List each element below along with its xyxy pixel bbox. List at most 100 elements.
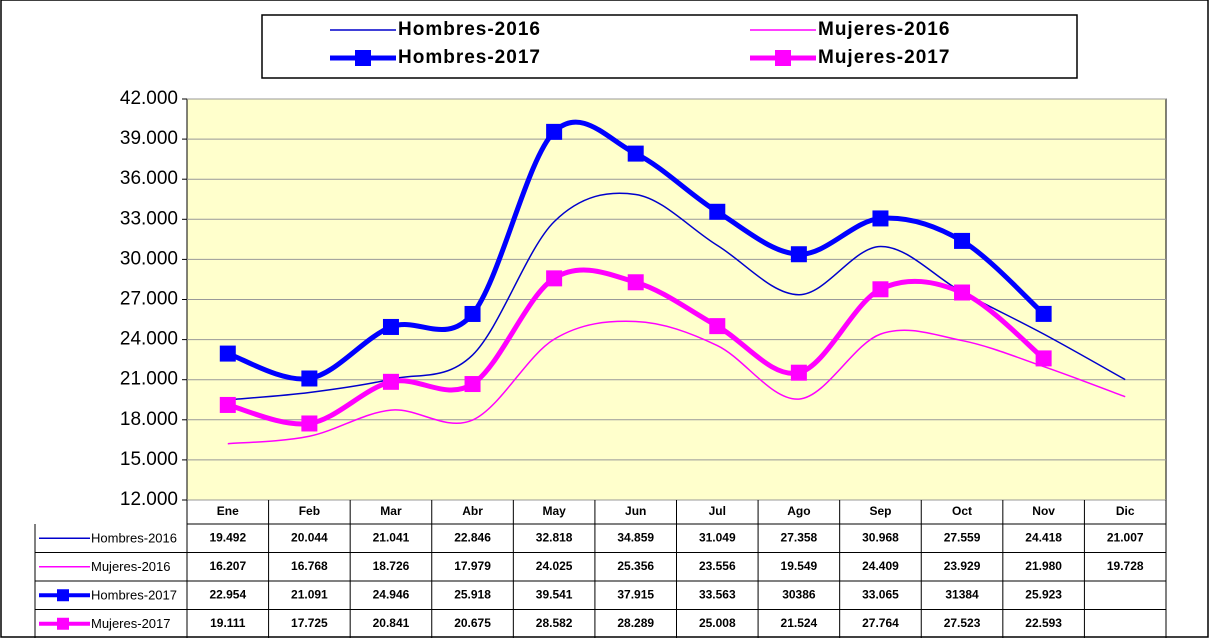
marker — [709, 318, 726, 335]
table-value: 33.065 — [862, 587, 899, 601]
x-tick-label: Dic — [1116, 504, 1135, 518]
table-value: 16.207 — [209, 559, 246, 573]
table-series-label: Hombres-2017 — [91, 588, 177, 603]
table-value: 24.418 — [1025, 530, 1062, 544]
table-value: 27.523 — [944, 616, 981, 630]
marker — [872, 210, 889, 227]
marker — [301, 370, 318, 387]
table-value: 32.818 — [536, 530, 573, 544]
table-value: 17.979 — [454, 559, 491, 573]
legend-label: Hombres-2016 — [398, 19, 541, 40]
table-value: 19.111 — [210, 616, 246, 630]
x-tick-label: Oct — [952, 504, 972, 518]
marker — [464, 305, 481, 322]
legend-label: Mujeres-2016 — [818, 19, 950, 40]
table-value: 25.008 — [699, 616, 736, 630]
marker — [546, 270, 563, 287]
marker — [219, 345, 236, 362]
table-value: 18.726 — [373, 559, 410, 573]
marker — [790, 246, 807, 263]
table-value: 20.841 — [373, 616, 410, 630]
table-value: 30386 — [782, 587, 816, 601]
x-tick-label: Ene — [217, 504, 239, 518]
table-value: 27.559 — [944, 530, 981, 544]
x-tick-label: Abr — [462, 504, 483, 518]
table-value: 24.409 — [862, 559, 899, 573]
table-value: 19.549 — [781, 559, 818, 573]
table-value: 22.954 — [209, 587, 246, 601]
x-tick-label: Mar — [380, 504, 402, 518]
series-line — [226, 119, 1046, 382]
table-value: 19.492 — [209, 530, 246, 544]
table-value: 21.041 — [373, 530, 410, 544]
table-value: 21.007 — [1107, 530, 1144, 544]
table-value: 25.356 — [617, 559, 654, 573]
table-value: 21.524 — [781, 616, 818, 630]
table-value: 28.289 — [617, 616, 654, 630]
table-value: 33.563 — [699, 587, 736, 601]
table-value: 22.846 — [454, 530, 491, 544]
marker — [1035, 350, 1052, 367]
legend-marker — [775, 50, 791, 66]
marker — [301, 415, 318, 432]
table-value: 31.049 — [699, 530, 736, 544]
legend-label: Hombres-2017 — [398, 47, 541, 68]
marker — [790, 364, 807, 381]
marker — [954, 284, 971, 301]
table-value: 30.968 — [862, 530, 899, 544]
marker — [219, 396, 236, 413]
marker — [627, 274, 644, 291]
y-tick-label: 24.000 — [120, 329, 178, 350]
table-value: 20.044 — [291, 530, 328, 544]
table-value: 22.593 — [1025, 616, 1062, 630]
table-value: 25.918 — [454, 587, 491, 601]
marker — [382, 318, 399, 335]
table-series-label: Mujeres-2016 — [91, 559, 171, 574]
y-tick-label: 12.000 — [120, 489, 178, 510]
table-value: 25.923 — [1025, 587, 1062, 601]
x-tick-label: Ago — [787, 504, 810, 518]
table-value: 28.582 — [536, 616, 573, 630]
table-value: 34.859 — [617, 530, 654, 544]
table-value: 37.915 — [617, 587, 654, 601]
y-tick-label: 30.000 — [120, 248, 178, 269]
series-line — [227, 320, 1126, 445]
table-value: 17.725 — [291, 616, 328, 630]
table-marker — [57, 589, 69, 602]
x-tick-label: Nov — [1032, 504, 1055, 518]
table-value: 23.929 — [944, 559, 981, 573]
table-value: 31384 — [945, 587, 979, 601]
table-value: 19.728 — [1107, 559, 1144, 573]
y-tick-label: 18.000 — [120, 409, 178, 430]
x-tick-label: Feb — [299, 504, 320, 518]
table-value: 27.358 — [781, 530, 818, 544]
table-series-label: Hombres-2016 — [91, 531, 177, 546]
y-tick-label: 27.000 — [120, 289, 178, 310]
marker — [627, 145, 644, 162]
legend-label: Mujeres-2017 — [818, 47, 950, 68]
y-tick-label: 36.000 — [120, 168, 178, 189]
table-value: 39.541 — [536, 587, 573, 601]
table-value: 24.025 — [536, 559, 573, 573]
x-tick-label: Sep — [869, 504, 891, 518]
marker — [382, 373, 399, 390]
legend-marker — [355, 50, 371, 66]
x-tick-label: Jul — [709, 504, 726, 518]
table-series-label: Mujeres-2017 — [91, 616, 171, 631]
table-value: 23.556 — [699, 559, 736, 573]
table-value: 21.091 — [291, 587, 328, 601]
y-tick-label: 15.000 — [120, 449, 178, 470]
marker — [709, 203, 726, 220]
y-tick-label: 39.000 — [120, 128, 178, 149]
y-tick-label: 33.000 — [120, 208, 178, 229]
marker — [546, 123, 563, 140]
table-value: 16.768 — [291, 559, 328, 573]
marker — [1035, 305, 1052, 322]
table-value: 24.946 — [373, 587, 410, 601]
x-tick-label: May — [542, 504, 566, 518]
table-value: 27.764 — [862, 616, 899, 630]
marker — [954, 232, 971, 249]
y-tick-label: 21.000 — [120, 369, 178, 390]
